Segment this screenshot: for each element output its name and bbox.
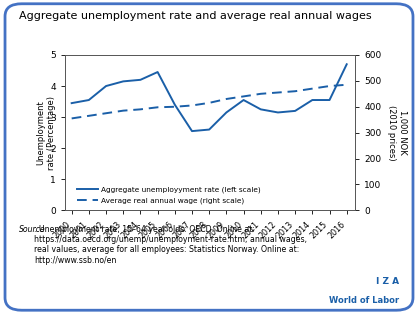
Text: Aggregate unemployment rate and average real annual wages: Aggregate unemployment rate and average … — [19, 11, 372, 21]
Text: : Unemployment rate, 15–64 year olds: OECD. Online at:
https://data.oecd.org/une: : Unemployment rate, 15–64 year olds: OE… — [34, 225, 307, 265]
Y-axis label: 1,000 NOK
(2010 prices): 1,000 NOK (2010 prices) — [387, 105, 407, 160]
Text: Source: Source — [19, 225, 46, 234]
Text: I Z A: I Z A — [376, 277, 399, 286]
Y-axis label: Unemployment
rate (Percentage): Unemployment rate (Percentage) — [36, 96, 56, 170]
Legend: Aggregate unemployyment rate (left scale), Average real annual wage (right scale: Aggregate unemployyment rate (left scale… — [77, 187, 261, 203]
Text: World of Labor: World of Labor — [329, 295, 399, 305]
